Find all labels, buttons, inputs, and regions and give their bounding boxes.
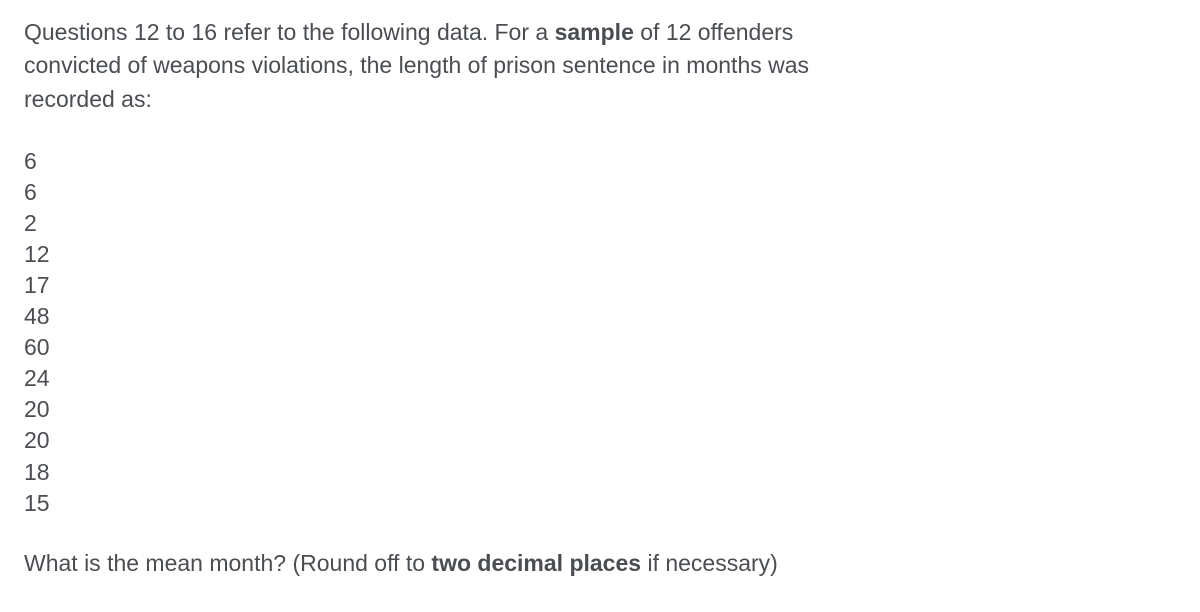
question-intro: Questions 12 to 16 refer to the followin… [24,16,864,116]
question-post-text: if necessary) [641,550,778,576]
intro-pre-text: Questions 12 to 16 refer to the followin… [24,19,555,45]
data-value: 6 [24,177,1176,208]
data-values-list: 6 6 2 12 17 48 60 24 20 20 18 15 [24,146,1176,519]
data-value: 17 [24,270,1176,301]
data-value: 48 [24,301,1176,332]
question-bold-text: two decimal places [431,550,641,576]
data-value: 20 [24,394,1176,425]
intro-bold-word: sample [555,19,634,45]
data-value: 12 [24,239,1176,270]
data-value: 20 [24,425,1176,456]
data-value: 24 [24,363,1176,394]
data-value: 60 [24,332,1176,363]
data-value: 6 [24,146,1176,177]
data-value: 15 [24,488,1176,519]
question-text: What is the mean month? (Round off to tw… [24,547,1176,580]
data-value: 2 [24,208,1176,239]
question-pre-text: What is the mean month? (Round off to [24,550,431,576]
data-value: 18 [24,457,1176,488]
